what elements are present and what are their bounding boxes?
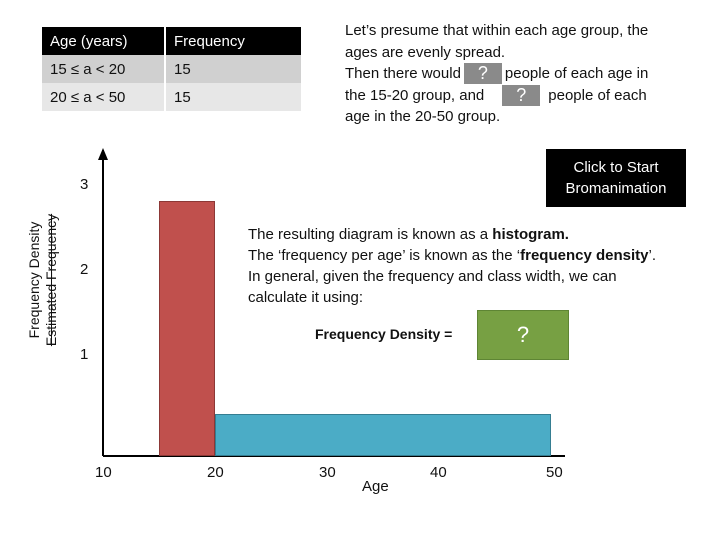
table-header-row: Age (years) Frequency [42, 27, 301, 55]
x-tick-label: 10 [95, 464, 112, 481]
y-axis-label: Frequency Density Estimated Frequency [13, 200, 73, 360]
x-tick-label: 50 [546, 464, 563, 481]
start-animation-button[interactable]: Click to Start Bromanimation [546, 149, 686, 207]
table-cell-frequency: 15 [165, 55, 301, 83]
intro-line: Let’s presume that within each age group… [345, 22, 649, 39]
table-row: 15 ≤ a < 20 15 [42, 55, 301, 83]
frequency-density-term: frequency density [520, 247, 649, 264]
y-tick-label: 3 [80, 176, 89, 193]
intro-line: age in the 20-50 group. [345, 108, 501, 125]
formula-label: Frequency Density = [315, 326, 453, 342]
x-tick-label: 40 [430, 464, 447, 481]
explanation-fragment: The resulting diagram is known as a [248, 226, 493, 243]
histogram-bar-15-20 [159, 201, 215, 456]
intro-line: ages are evenly spread. [345, 43, 506, 61]
explanation-line: In general, given the frequency and clas… [248, 268, 617, 285]
histogram-term: histogram. [492, 226, 569, 243]
explanation-line: calculate it using: [248, 289, 364, 306]
explanation-fragment: The ‘frequency per age’ is known as the … [248, 247, 521, 264]
intro-line: the 15-20 group, and? people of each [345, 84, 715, 107]
intro-fragment: the 15-20 group, and [345, 86, 485, 104]
intro-fragment: people of each age in [504, 65, 649, 82]
intro-fragment: people of each [548, 86, 647, 104]
explanation-text: The resulting diagram is known as a hist… [248, 224, 708, 308]
start-button-label: Bromanimation [565, 180, 667, 197]
table-cell-range: 15 ≤ a < 20 [42, 55, 166, 83]
start-button-label: Click to Start [573, 159, 659, 176]
x-tick-label: 20 [207, 464, 224, 481]
y-tick-label: 2 [80, 261, 89, 278]
x-tick-label: 30 [319, 464, 336, 481]
explanation-line: The resulting diagram is known as a hist… [248, 224, 708, 245]
table-cell-range: 20 ≤ a < 50 [42, 83, 166, 111]
table-cell-frequency: 15 [165, 83, 301, 111]
intro-line: Then there would? people of each age in [345, 63, 715, 85]
intro-text: Let’s presume that within each age group… [345, 20, 715, 128]
y-axis-label-estimated-frequency: Estimated Frequency [43, 213, 59, 347]
explanation-fragment: ’. [648, 247, 656, 264]
histogram-bar-20-50 [215, 413, 551, 456]
formula-answer-box[interactable]: ? [477, 310, 569, 360]
y-axis-arrow-icon [98, 148, 108, 160]
question-box-20-50[interactable]: ? [502, 84, 541, 106]
frequency-table: Age (years) Frequency 15 ≤ a < 20 15 20 … [42, 27, 301, 111]
table-header-frequency: Frequency [165, 27, 301, 55]
x-axis-label: Age [362, 478, 389, 495]
explanation-line: The ‘frequency per age’ is known as the … [248, 245, 708, 266]
table-header-age: Age (years) [42, 27, 166, 55]
intro-fragment: Then there would [345, 65, 461, 82]
question-box-15-20[interactable]: ? [463, 63, 502, 84]
y-axis-label-density: Frequency Density [26, 221, 42, 339]
table-row: 20 ≤ a < 50 15 [42, 83, 301, 111]
y-tick-label: 1 [80, 346, 89, 363]
